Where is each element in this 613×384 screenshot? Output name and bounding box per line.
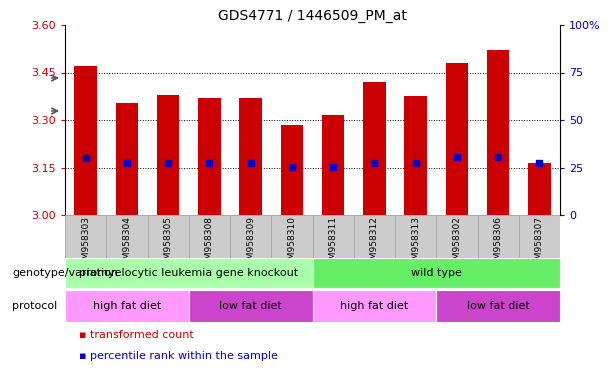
Title: GDS4771 / 1446509_PM_at: GDS4771 / 1446509_PM_at — [218, 8, 407, 23]
Bar — [313, 215, 354, 258]
Text: ▪ transformed count: ▪ transformed count — [79, 330, 194, 340]
Text: low fat diet: low fat diet — [466, 301, 530, 311]
Bar — [198, 98, 221, 215]
Bar — [65, 258, 313, 288]
Text: GSM958309: GSM958309 — [246, 216, 255, 271]
Text: ▪ percentile rank within the sample: ▪ percentile rank within the sample — [79, 351, 278, 361]
Bar — [395, 215, 436, 258]
Text: GSM958312: GSM958312 — [370, 216, 379, 271]
Text: GSM958310: GSM958310 — [287, 216, 296, 271]
Bar — [271, 215, 313, 258]
Bar — [478, 215, 519, 258]
Text: GSM958305: GSM958305 — [164, 216, 173, 271]
Bar — [322, 115, 345, 215]
Bar — [148, 215, 189, 258]
Text: genotype/variation: genotype/variation — [12, 268, 118, 278]
Text: wild type: wild type — [411, 268, 462, 278]
Text: GSM958302: GSM958302 — [452, 216, 462, 271]
Text: GSM958306: GSM958306 — [493, 216, 503, 271]
Bar — [65, 290, 189, 322]
Bar — [528, 163, 550, 215]
Bar — [519, 215, 560, 258]
Text: high fat diet: high fat diet — [93, 301, 161, 311]
Bar — [446, 63, 468, 215]
Bar — [313, 290, 436, 322]
Text: GSM958308: GSM958308 — [205, 216, 214, 271]
Bar — [281, 125, 303, 215]
Text: GSM958304: GSM958304 — [123, 216, 131, 271]
Text: GSM958311: GSM958311 — [329, 216, 338, 271]
Text: GSM958303: GSM958303 — [81, 216, 90, 271]
Bar — [436, 215, 478, 258]
Bar — [354, 215, 395, 258]
Bar — [74, 66, 97, 215]
Bar — [65, 215, 106, 258]
Bar — [106, 215, 148, 258]
Text: GSM958313: GSM958313 — [411, 216, 420, 271]
Text: low fat diet: low fat diet — [219, 301, 282, 311]
Bar — [363, 82, 386, 215]
Bar — [436, 290, 560, 322]
Bar — [313, 258, 560, 288]
Bar — [487, 50, 509, 215]
Bar — [230, 215, 271, 258]
Text: high fat diet: high fat diet — [340, 301, 408, 311]
Bar — [189, 215, 230, 258]
Bar — [115, 103, 138, 215]
Bar — [239, 98, 262, 215]
Text: GSM958307: GSM958307 — [535, 216, 544, 271]
Text: promyelocytic leukemia gene knockout: promyelocytic leukemia gene knockout — [79, 268, 299, 278]
Text: protocol: protocol — [12, 301, 58, 311]
Bar — [189, 290, 313, 322]
Bar — [157, 95, 180, 215]
Bar — [405, 96, 427, 215]
